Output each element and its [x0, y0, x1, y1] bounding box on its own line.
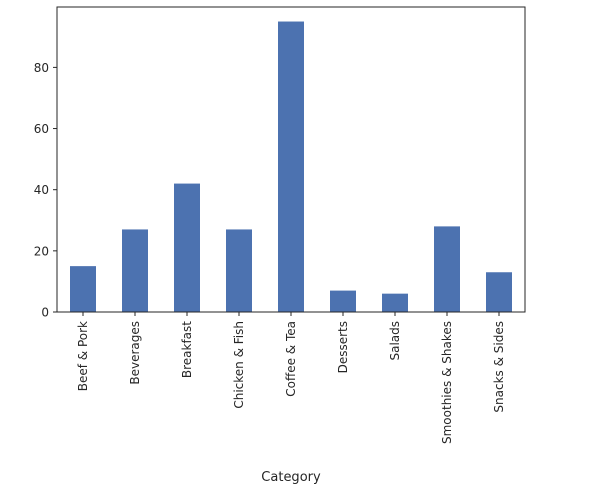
y-tick-label: 0 — [41, 306, 49, 320]
bar-6 — [330, 290, 356, 312]
bar-2 — [122, 229, 148, 312]
x-tick-label: Beef & Pork — [76, 321, 90, 391]
x-tick-label: Snacks & Sides — [492, 321, 506, 413]
bar-8 — [434, 226, 460, 312]
x-tick-label: Desserts — [336, 321, 350, 373]
x-tick-label: Smoothies & Shakes — [440, 321, 454, 444]
bar-7 — [382, 293, 408, 312]
y-tick-label: 20 — [34, 244, 49, 258]
y-axis: 0 20 40 60 80 — [34, 61, 57, 320]
bar-3 — [174, 183, 200, 312]
y-tick-label: 60 — [34, 122, 49, 136]
y-tick-label: 80 — [34, 61, 49, 75]
bar-9 — [486, 272, 512, 312]
bar-1 — [70, 266, 96, 312]
x-tick-label: Beverages — [128, 321, 142, 385]
x-axis-label: Category — [261, 470, 321, 485]
x-tick-label: Coffee & Tea — [284, 321, 298, 397]
x-axis: Beef & Pork Beverages Breakfast Chicken & F… — [76, 312, 506, 444]
x-tick-label: Chicken & Fish — [232, 321, 246, 409]
bar-5 — [278, 21, 304, 313]
x-tick-label: Breakfast — [180, 321, 194, 378]
x-tick-label: Salads — [388, 321, 402, 361]
bars-group — [70, 21, 512, 313]
plot-frame — [56, 6, 526, 313]
y-tick-label: 40 — [34, 183, 49, 197]
bar-4 — [226, 229, 252, 312]
